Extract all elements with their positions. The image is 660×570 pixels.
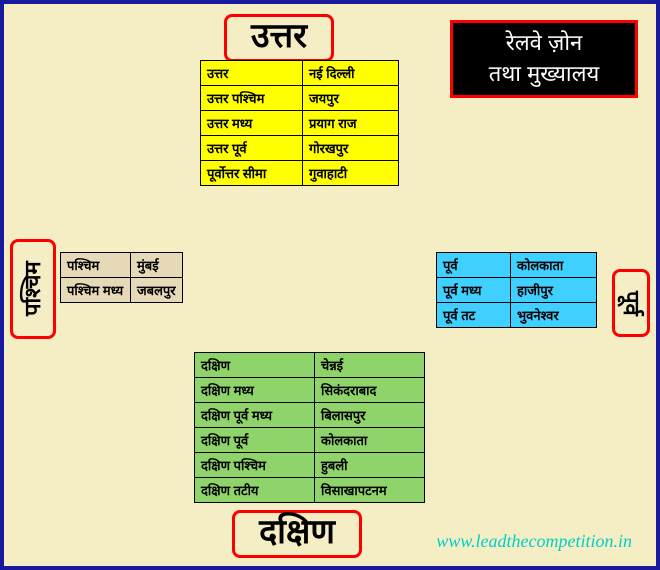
table-row: पूर्व मध्यहाजीपुर: [437, 278, 597, 303]
direction-label-west: पश्चिम: [10, 239, 56, 339]
table-row: दक्षिण तटीयविसाखापटनम: [195, 478, 425, 503]
table-west-zones: पश्चिममुंबई पश्चिम मध्यजबलपुर: [60, 252, 183, 303]
table-row: पूर्व तटभुवनेश्वर: [437, 303, 597, 328]
table-row: पश्चिममुंबई: [61, 253, 183, 278]
title-line2: तथा मुख्यालय: [489, 61, 600, 86]
direction-label-east: पूर्व: [612, 269, 650, 337]
table-row: पश्चिम मध्यजबलपुर: [61, 278, 183, 303]
infographic-canvas: उत्तर दक्षिण पश्चिम पूर्व रेलवे ज़ोन तथा…: [0, 0, 660, 570]
table-row: उत्तर पूर्वगोरखपुर: [201, 136, 399, 161]
table-east-zones: पूर्वकोलकाता पूर्व मध्यहाजीपुर पूर्व तटभ…: [436, 252, 597, 328]
table-north-zones: उत्तरनई दिल्ली उत्तर पश्चिमजयपुर उत्तर म…: [200, 60, 399, 186]
table-south-zones: दक्षिणचेन्नई दक्षिण मध्यसिकंदराबाद दक्षि…: [194, 352, 425, 503]
title-box: रेलवे ज़ोन तथा मुख्यालय: [450, 20, 638, 98]
table-row: पूर्वोत्तर सीमागुवाहाटी: [201, 161, 399, 186]
table-row: उत्तर पश्चिमजयपुर: [201, 86, 399, 111]
table-row: दक्षिणचेन्नई: [195, 353, 425, 378]
table-row: दक्षिण पूर्वकोलकाता: [195, 428, 425, 453]
direction-label-south: दक्षिण: [232, 510, 362, 558]
table-row: दक्षिण पूर्व मध्यबिलासपुर: [195, 403, 425, 428]
table-row: दक्षिण मध्यसिकंदराबाद: [195, 378, 425, 403]
table-row: उत्तर मध्यप्रयाग राज: [201, 111, 399, 136]
title-line1: रेलवे ज़ोन: [506, 30, 583, 55]
table-row: उत्तरनई दिल्ली: [201, 61, 399, 86]
watermark: www.leadthecompetition.in: [436, 531, 632, 552]
table-row: पूर्वकोलकाता: [437, 253, 597, 278]
table-row: दक्षिण पश्चिमहुबली: [195, 453, 425, 478]
direction-label-north: उत्तर: [224, 14, 334, 62]
